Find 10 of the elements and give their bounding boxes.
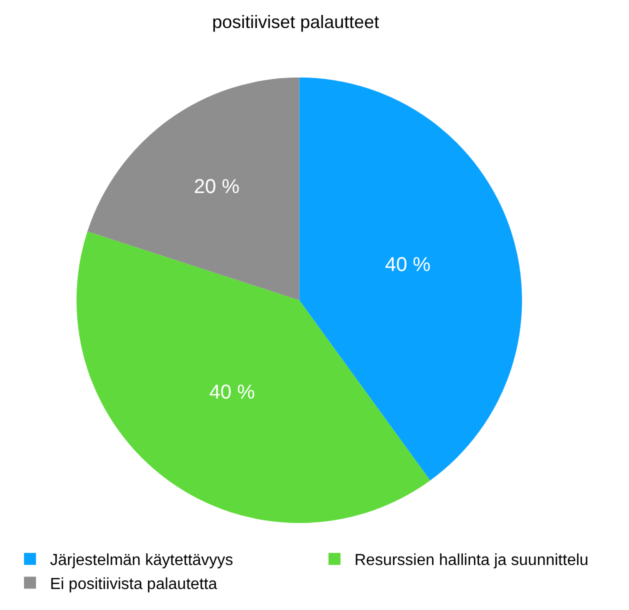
legend-label: Järjestelmän käytettävyys [50, 552, 234, 570]
chart-title: positiiviset palautteet [212, 12, 380, 32]
pie-slice [76, 231, 430, 523]
legend-label: Resurssien hallinta ja suunnittelu [354, 552, 588, 570]
pie-slice [87, 78, 300, 300]
pie-slice [299, 78, 522, 480]
data-label: 20 % [194, 176, 240, 198]
data-label: 40 % [384, 254, 431, 276]
data-label: 40 % [209, 382, 256, 404]
legend-label: Ei positiivista palautetta [50, 576, 218, 593]
